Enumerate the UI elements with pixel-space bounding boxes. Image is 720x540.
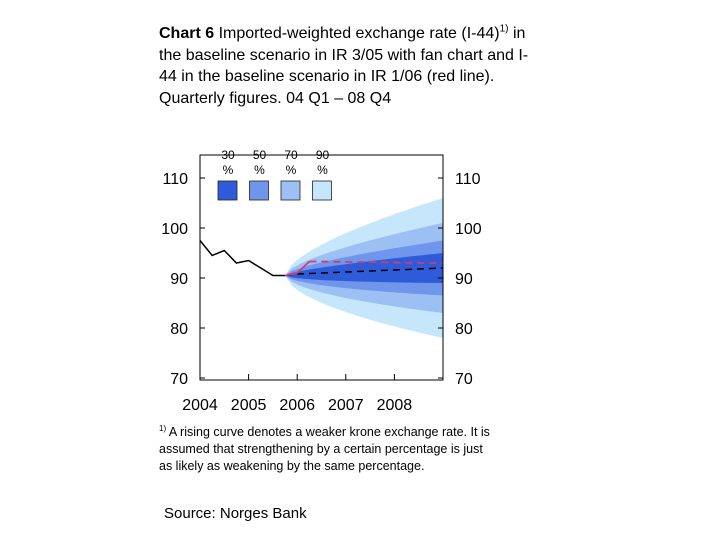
series-line-red-dashed <box>309 260 443 264</box>
footnote-text: A rising curve denotes a weaker krone ex… <box>159 425 490 473</box>
fan-legend-label: 50 <box>253 148 267 162</box>
series-line-0 <box>199 240 286 277</box>
y-tick-label-left: 80 <box>170 321 188 338</box>
y-tick-label-right: 90 <box>455 271 473 288</box>
series-line-1 <box>285 267 444 277</box>
fan-legend-percent-sign: % <box>317 163 328 177</box>
x-tick-label: 2007 <box>328 397 364 414</box>
chart-title: Chart 6 Imported-weighted exchange rate … <box>159 23 529 109</box>
y-tick-label-right: 70 <box>455 371 473 388</box>
fan-legend-box-50-pct <box>249 180 269 201</box>
y-tick-label-right: 80 <box>455 321 473 338</box>
fan-legend-percent-sign: % <box>286 163 297 177</box>
y-tick-label-left: 70 <box>170 371 188 388</box>
source-note: Source: Norges Bank <box>164 505 307 522</box>
x-tick-label: 2008 <box>377 397 413 414</box>
footnote: 1) A rising curve denotes a weaker krone… <box>159 424 499 475</box>
fan-band-30-pct <box>285 253 443 283</box>
x-tick-label: 2004 <box>182 397 218 414</box>
footnote-mark: 1) <box>159 423 167 433</box>
plot-frame <box>199 154 444 381</box>
fan-legend-box-70-pct <box>280 180 301 201</box>
fan-legend-label: 90 <box>316 148 330 162</box>
y-tick-label-right: 110 <box>455 171 481 188</box>
y-tick-label-left: 90 <box>170 271 188 288</box>
y-tick-label-left: 110 <box>162 171 188 188</box>
title-text-2: in the baseline scenario in IR 3/05 with… <box>159 25 529 107</box>
fan-legend-label: 70 <box>284 148 298 162</box>
title-text-1: Imported-weighted exchange rate (I-44) <box>214 25 500 42</box>
y-tick-label-right: 100 <box>455 221 482 238</box>
fan-legend-box-90-pct <box>312 180 332 201</box>
x-tick-label: 2005 <box>231 397 267 414</box>
y-tick-label-left: 100 <box>161 221 188 238</box>
fan-legend-percent-sign: % <box>223 163 234 177</box>
title-footnote-mark: 1) <box>499 23 509 35</box>
x-tick-label: 2006 <box>279 397 315 414</box>
chart-number: Chart 6 <box>159 25 215 42</box>
series-line-red-solid <box>284 260 311 277</box>
fan-legend-box-30-pct <box>217 180 238 201</box>
fan-chart: 70 70 80 80 90 90 100 100 110 110 2004 2005 2006 2007… <box>161 148 482 414</box>
fan-legend-label: 30 <box>221 148 235 162</box>
fan-legend-percent-sign: % <box>254 163 265 177</box>
